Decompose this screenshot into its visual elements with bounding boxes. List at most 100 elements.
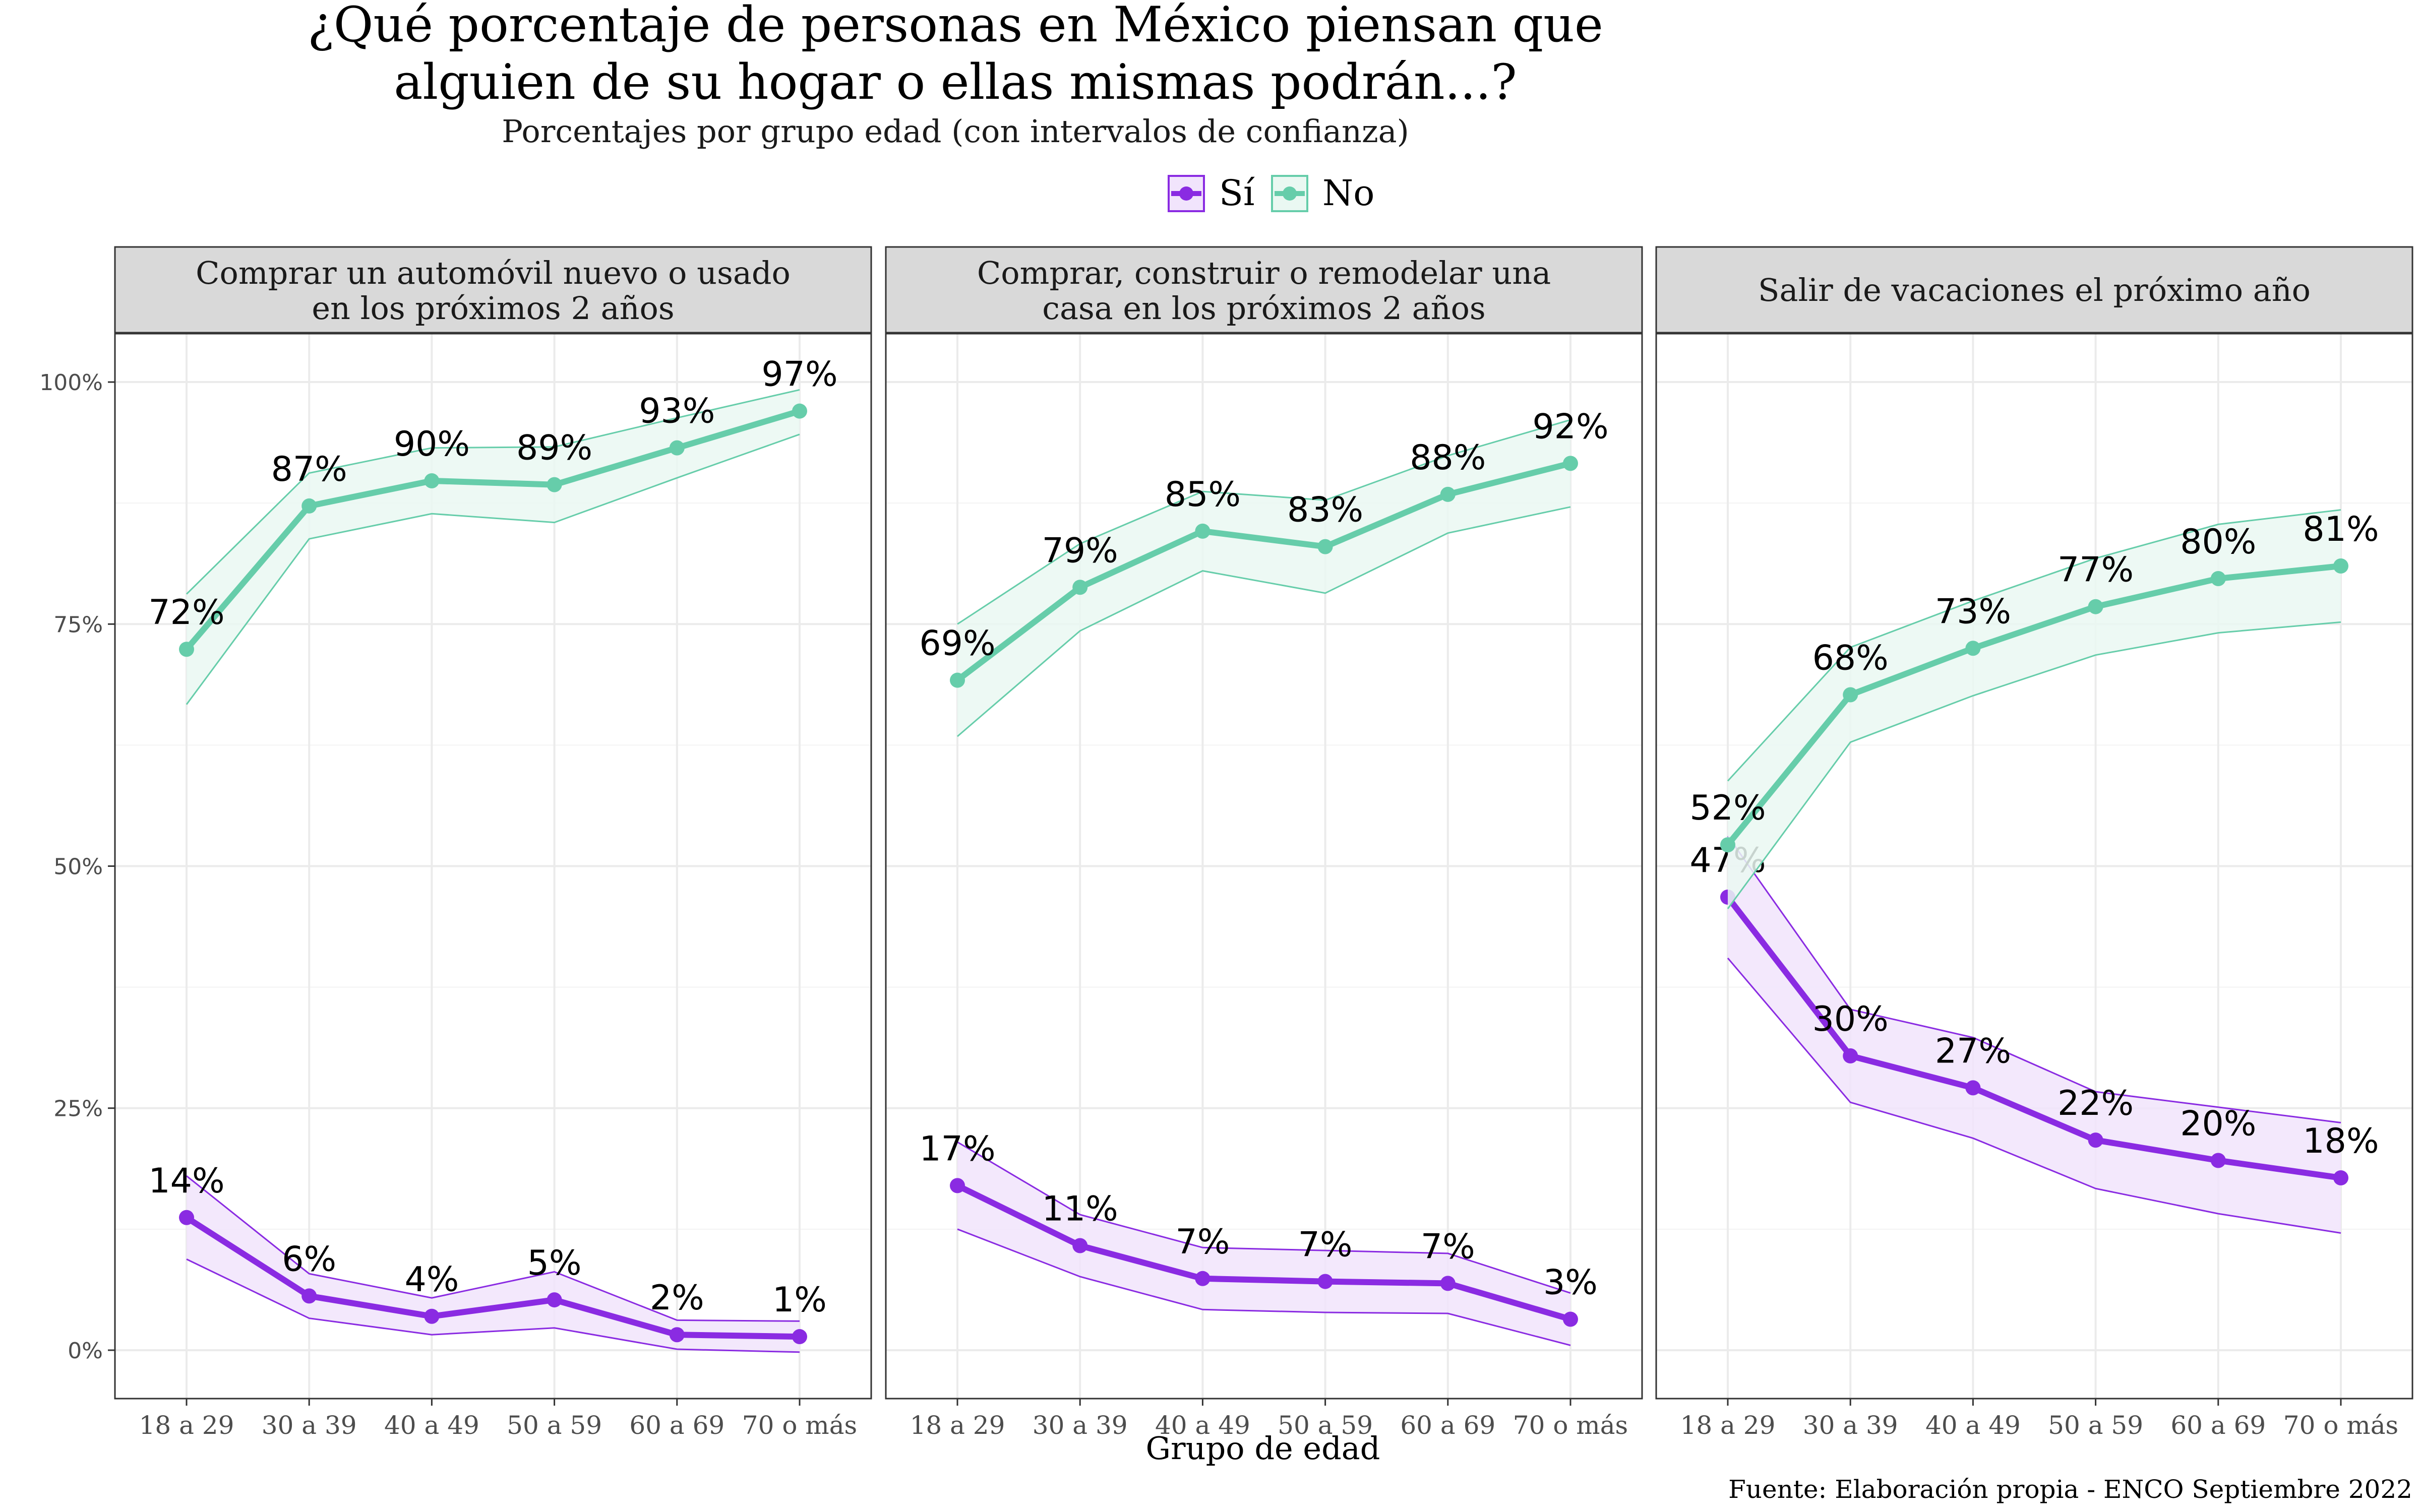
data-label: 17% — [919, 1129, 995, 1169]
data-label: 69% — [919, 624, 995, 664]
confidence-band — [1728, 836, 2341, 1233]
y-tick-label: 75% — [53, 612, 103, 638]
data-label: 89% — [516, 428, 592, 468]
confidence-band — [1728, 510, 2341, 909]
data-label: 27% — [1935, 1031, 2011, 1071]
confidence-lower-line — [186, 1258, 800, 1353]
data-point — [2333, 1170, 2348, 1186]
data-label: 77% — [2058, 550, 2134, 590]
x-tick-label: 70 o más — [1513, 1411, 1628, 1440]
series-si: 14% 6% 4% 5% 2% 1% — [148, 1161, 827, 1353]
data-label: 30% — [1812, 999, 1889, 1039]
legend-label-no: No — [1322, 172, 1374, 214]
legend-key-no-point — [1283, 186, 1297, 201]
confidence-upper-line — [957, 419, 1571, 625]
data-point — [1440, 1276, 1456, 1291]
data-point — [1317, 539, 1333, 554]
series-si: 17% 11% 7% 7% 7% 3% — [919, 1129, 1598, 1346]
data-label: 93% — [639, 392, 715, 431]
data-point — [2088, 599, 2103, 614]
x-tick-label: 40 a 49 — [1925, 1411, 2021, 1440]
data-label: 87% — [271, 450, 347, 489]
data-label: 73% — [1935, 592, 2011, 632]
confidence-lower-line — [957, 1228, 1571, 1346]
data-point — [1072, 580, 1088, 595]
confidence-band — [957, 420, 1570, 737]
data-label: 4% — [404, 1260, 459, 1300]
data-point — [547, 477, 562, 492]
confidence-band — [187, 390, 800, 705]
data-point — [1072, 1238, 1088, 1253]
confidence-lower-line — [1727, 621, 2341, 909]
data-label: 3% — [1543, 1263, 1598, 1302]
confidence-lower-line — [186, 433, 800, 705]
x-tick-label: 60 a 69 — [629, 1411, 724, 1440]
data-label: 79% — [1042, 531, 1118, 571]
panel-border — [1655, 333, 2413, 1400]
confidence-upper-line — [1727, 836, 2341, 1123]
data-point — [2210, 1153, 2226, 1168]
data-label: 83% — [1287, 490, 1363, 530]
data-point — [547, 1292, 562, 1308]
data-label: 92% — [1532, 407, 1608, 447]
facet-strip — [114, 246, 872, 334]
data-point — [424, 473, 440, 488]
data-point — [1195, 1271, 1211, 1286]
series-line — [956, 1183, 1571, 1322]
facet-strip-label-line-2: casa en los próximos 2 años — [1042, 290, 1485, 327]
legend-label-si: Sí — [1219, 172, 1255, 214]
x-tick-label: 18 a 29 — [139, 1411, 234, 1440]
data-point — [1440, 486, 1456, 502]
series-si: 47%30%27%22%20%18% — [1689, 836, 2379, 1234]
facet-strip-label-line-1: Comprar un automóvil nuevo o usado — [196, 255, 791, 291]
data-label: 7% — [1298, 1225, 1353, 1265]
data-label: 7% — [1175, 1222, 1230, 1262]
x-tick-label: 50 a 59 — [507, 1411, 602, 1440]
series-no: 69% 79% 85% 83% 88% 92% — [919, 407, 1609, 737]
data-label: 90% — [394, 424, 470, 464]
data-point — [1317, 1274, 1333, 1289]
series-no: 52% 68% 73% 77% 80% 81% — [1689, 509, 2379, 909]
confidence-band — [187, 1176, 800, 1352]
series-line — [955, 460, 1571, 683]
data-point — [669, 1327, 685, 1343]
facet-panel-3: Salir de vacaciones el próximo año47%30%… — [1655, 246, 2413, 1440]
data-point — [1843, 687, 1858, 703]
confidence-upper-line — [186, 1175, 800, 1322]
x-tick-label: 60 a 69 — [2170, 1411, 2266, 1440]
x-axis-title: Grupo de edad — [1146, 1430, 1380, 1467]
series-line — [185, 1215, 800, 1340]
x-tick-label: 18 a 29 — [1680, 1411, 1776, 1440]
caption: Fuente: Elaboración propia - ENCO Septie… — [1728, 1475, 2412, 1504]
confidence-lower-line — [957, 506, 1571, 737]
data-label: 81% — [2303, 510, 2379, 549]
data-label: 22% — [2058, 1084, 2134, 1123]
data-label: 11% — [1042, 1189, 1118, 1229]
data-label: 6% — [282, 1239, 336, 1279]
x-tick-label: 30 a 39 — [1803, 1411, 1898, 1440]
facet-strip — [1655, 246, 2413, 334]
data-point — [179, 642, 194, 657]
x-tick-label: 70 o más — [742, 1411, 857, 1440]
data-point — [1720, 837, 1735, 853]
data-label: 85% — [1165, 475, 1241, 515]
x-tick-label: 50 a 59 — [1278, 1411, 1373, 1440]
data-point — [792, 1329, 807, 1345]
data-point — [950, 672, 965, 688]
data-point — [301, 498, 317, 514]
data-point — [792, 403, 807, 419]
series-line — [1725, 895, 2341, 1181]
data-label: 7% — [1421, 1227, 1475, 1267]
data-label: 52% — [1689, 788, 1766, 828]
x-tick-label: 50 a 59 — [2048, 1411, 2143, 1440]
data-point — [1195, 523, 1211, 539]
data-label: 68% — [1812, 638, 1889, 678]
facet-strip-label-line-1: Salir de vacaciones el próximo año — [1758, 272, 2311, 308]
legend: Sí No — [1168, 172, 1374, 214]
data-point — [1965, 641, 1981, 656]
x-tick-label: 40 a 49 — [1155, 1411, 1250, 1440]
chart-subtitle: Porcentajes por grupo edad (con interval… — [502, 113, 1409, 150]
